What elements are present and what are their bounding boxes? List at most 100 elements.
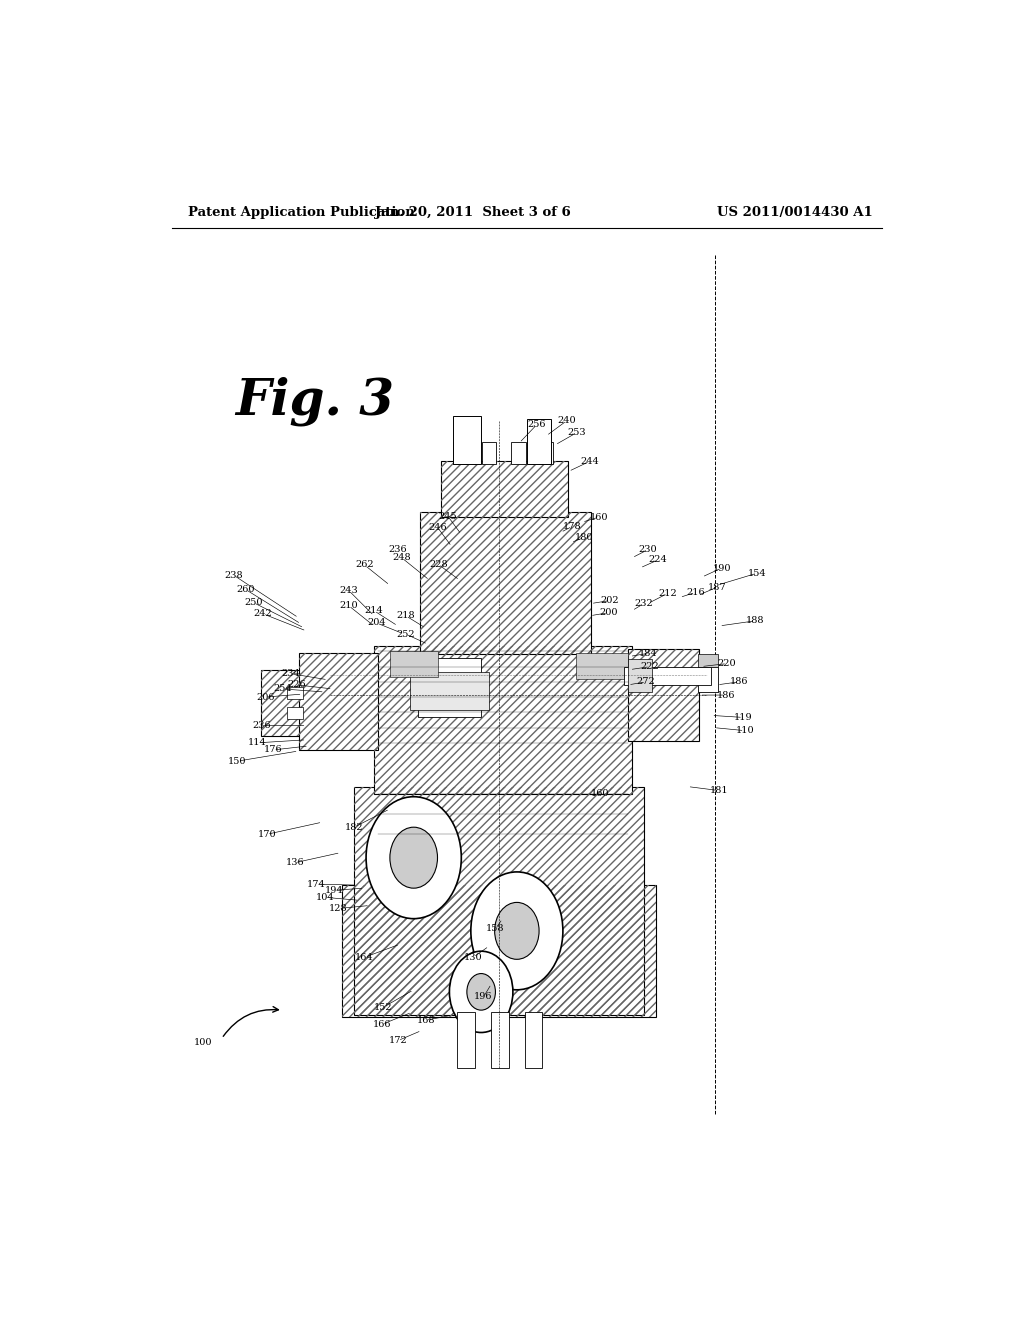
Text: 186: 186 (730, 677, 749, 686)
Bar (524, 1012, 543, 1068)
Text: 256: 256 (527, 420, 546, 429)
Text: 166: 166 (373, 1020, 391, 1028)
Text: 240: 240 (557, 416, 577, 425)
Text: 212: 212 (658, 589, 677, 598)
Text: 248: 248 (392, 553, 411, 562)
Text: 222: 222 (641, 663, 659, 671)
Text: 238: 238 (224, 570, 243, 579)
Text: 110: 110 (735, 726, 754, 735)
Text: 100: 100 (194, 1038, 212, 1047)
Text: 114: 114 (248, 738, 266, 747)
Bar (577, 653, 628, 678)
Text: 230: 230 (639, 545, 657, 554)
Bar (628, 660, 652, 692)
Bar (342, 886, 655, 1018)
Bar (527, 418, 551, 465)
Bar (287, 708, 303, 719)
Bar (374, 647, 632, 793)
Bar (261, 669, 301, 735)
Bar (342, 886, 655, 1018)
Text: US 2011/0014430 A1: US 2011/0014430 A1 (717, 206, 872, 219)
Text: 246: 246 (428, 523, 446, 532)
Text: 170: 170 (258, 830, 276, 838)
Bar (299, 653, 378, 750)
Text: 245: 245 (438, 512, 457, 520)
Text: 244: 244 (581, 457, 599, 466)
Bar (418, 659, 481, 718)
Text: 168: 168 (417, 1016, 435, 1024)
Text: 160: 160 (591, 789, 609, 799)
Bar (458, 1012, 475, 1068)
Text: 190: 190 (713, 564, 731, 573)
Text: 218: 218 (396, 611, 415, 620)
Text: 253: 253 (567, 428, 586, 437)
Text: 260: 260 (237, 585, 255, 594)
Text: 178: 178 (563, 521, 582, 531)
Text: 164: 164 (355, 953, 374, 962)
Text: 224: 224 (649, 556, 668, 565)
Text: 210: 210 (339, 601, 358, 610)
Text: 216: 216 (686, 587, 705, 597)
Text: 204: 204 (367, 618, 386, 627)
Text: 154: 154 (748, 569, 767, 578)
Circle shape (450, 952, 513, 1032)
Circle shape (390, 828, 437, 888)
Text: 160: 160 (590, 512, 608, 521)
Bar (441, 461, 568, 517)
Text: 226: 226 (288, 680, 306, 689)
Text: 172: 172 (388, 1036, 408, 1045)
Text: 150: 150 (228, 756, 247, 766)
Text: 186: 186 (717, 690, 735, 700)
Bar (628, 649, 699, 741)
Text: 136: 136 (286, 858, 304, 867)
Bar (628, 649, 699, 741)
Text: 206: 206 (256, 693, 274, 702)
Text: 194: 194 (325, 886, 344, 895)
Circle shape (467, 974, 496, 1010)
Text: 214: 214 (365, 606, 383, 615)
Text: 174: 174 (307, 879, 326, 888)
Text: 130: 130 (464, 953, 482, 962)
Text: 188: 188 (745, 616, 764, 626)
Text: 196: 196 (474, 993, 493, 1002)
Bar (410, 672, 489, 710)
Text: 158: 158 (486, 924, 505, 933)
Bar (454, 416, 481, 465)
Bar (453, 442, 467, 465)
Bar (482, 442, 497, 465)
Text: 250: 250 (244, 598, 262, 607)
Bar (374, 647, 632, 793)
Text: 272: 272 (637, 677, 655, 686)
Text: Fig. 3: Fig. 3 (236, 378, 394, 426)
Circle shape (367, 797, 461, 919)
Text: 236: 236 (252, 721, 270, 730)
Text: 243: 243 (339, 586, 358, 595)
Text: Patent Application Publication: Patent Application Publication (187, 206, 415, 219)
Bar (354, 787, 644, 1015)
Text: 254: 254 (273, 685, 292, 693)
Bar (420, 512, 591, 655)
Text: 200: 200 (599, 609, 617, 618)
Circle shape (495, 903, 539, 960)
Text: 242: 242 (254, 610, 272, 618)
Bar (287, 686, 303, 700)
Bar (624, 667, 712, 685)
Bar (354, 787, 644, 1015)
Bar (420, 512, 591, 655)
Text: 181: 181 (710, 787, 728, 795)
Text: 104: 104 (315, 892, 334, 902)
Bar (441, 461, 568, 517)
Text: 180: 180 (575, 533, 594, 543)
Bar (261, 669, 301, 735)
Text: 202: 202 (600, 597, 620, 605)
Text: 187: 187 (708, 583, 726, 591)
Text: 119: 119 (734, 713, 753, 722)
Text: 228: 228 (430, 561, 449, 569)
Bar (299, 653, 378, 750)
Bar (539, 442, 553, 465)
Bar (511, 442, 525, 465)
Text: 252: 252 (396, 630, 415, 639)
Bar (492, 1012, 509, 1068)
Text: 182: 182 (345, 822, 364, 832)
Text: Jan. 20, 2011  Sheet 3 of 6: Jan. 20, 2011 Sheet 3 of 6 (376, 206, 571, 219)
